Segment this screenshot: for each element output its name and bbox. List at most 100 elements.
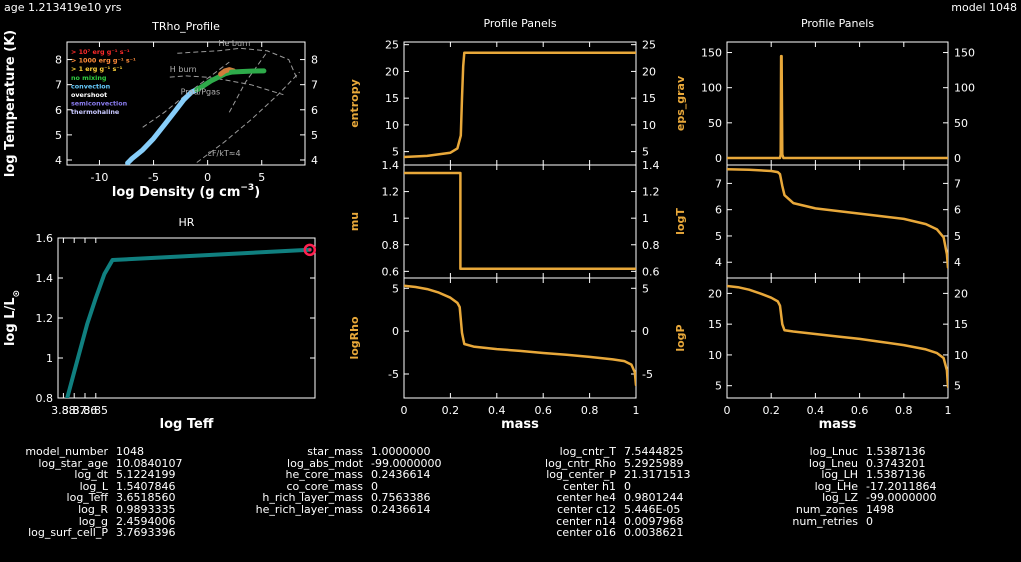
logt-ylabel: logT [674,208,687,235]
trho-frame [66,41,306,166]
logt-ytick-label: 5 [715,230,722,243]
logrho-ytick-label-right: -5 [642,368,653,381]
entropy-ylabel: entropy [348,79,361,128]
info-value: 0.2436614 [371,502,431,516]
trho-annotation: εF/kT≈4 [208,149,241,158]
trho-ylabel-text: log Temperature (K) [3,30,18,177]
logt-ytick-label-right: 4 [954,256,961,269]
chart-logt: 4 4 5 5 6 6 7 7 logT [674,164,961,279]
info-value: 21.3171513 [624,468,691,482]
logrho-ylabel: logRho [348,316,361,360]
trho-ytick-label-right: 4 [311,154,318,167]
trho-xlabel-text: log Density (g cm [112,185,241,200]
hr-ylabel-text: log L/L [3,298,18,347]
trho-title: TRho_Profile [151,20,220,33]
logp-xtick-label: 0.8 [895,404,913,417]
eps_grav-ylabel: eps_grav [674,75,687,131]
info-key: log_Teff [66,491,108,505]
info-value: 0.0097968 [624,514,684,528]
trho-legend-item: overshoot [71,91,107,99]
logp-ytick-label-right: 5 [954,380,961,393]
info-value: 10.0840107 [116,456,183,470]
info-key: log_cntr_T [559,445,616,458]
info-row: co_core_mass 0 [225,481,441,493]
trho-series-0 [125,87,200,165]
logp-ytick-label: 5 [715,380,722,393]
info-key: num_zones [795,502,858,516]
logp-series-0 [727,284,948,389]
info-row: he_core_mass 0.2436614 [225,469,441,481]
hr-frame [57,237,316,399]
logrho-ytick-label: 0 [392,325,399,338]
logp-xlabel: mass [819,417,857,432]
chart-logp: 5 5 10 10 15 15 20 20 0 0.2 0.4 0.6 0.8 1 mass logP [674,277,968,432]
info-value: 3.7693396 [116,526,176,540]
info-key: log_Lneu [808,456,858,470]
info-value: 0 [371,479,378,493]
logt-ytick-label: 6 [715,204,722,217]
logrho-xtick-label: 0.8 [581,404,599,417]
info-row: log_abs_mdot -99.0000000 [225,456,442,470]
info-key: log_g [78,514,108,528]
info-row: log_Lneu 0.3743201 [760,456,936,470]
eps_grav-series-0 [727,54,948,160]
info-key: log_L [79,479,108,493]
info-row: log_center_P 21.3171513 [508,469,690,481]
logt-ytick-label: 7 [715,177,722,190]
info-row: center c12 5.446E-05 [508,504,690,516]
trho-ytick-label-right: 5 [311,129,318,142]
info-row: log_surf_cell_P 3.7693396 [0,527,182,539]
logt-series-0 [727,167,948,269]
logp-ytick-label-right: 15 [954,318,968,331]
info-column-1: model_number 1048 log_star_age 10.0840107 lo… [0,446,182,539]
trho-xlabel: log Density (g cm−3) [112,183,260,200]
info-value: 7.5444825 [624,445,684,458]
info-value: -99.0000000 [866,491,937,505]
mu-ytick-label: 1.4 [382,159,400,172]
entropy-series-0 [404,51,636,159]
hr-ytick-label: 1.4 [36,272,54,285]
logp-frame [726,277,949,399]
info-key: center c12 [557,502,616,516]
logrho-xtick-label: 0.4 [488,404,506,417]
mu-ylabel-text: mu [348,212,361,231]
info-value: 0.3743201 [866,456,926,470]
entropy-ylabel-text: entropy [348,79,361,128]
entropy-ytick-label: 15 [385,92,399,105]
mu-frame [403,164,637,279]
eps_grav-ytick-label: 0 [715,152,722,165]
info-row: log_cntr_Rho 5.2925989 [508,456,690,470]
logp-xtick-label: 1 [945,404,952,417]
trho-series-3 [228,68,267,75]
logp-xtick-label: 0.6 [851,404,869,417]
chart-eps_grav: Profile Panels 0 0 50 50 100 100 150 150 eps_grav [674,17,975,166]
trho-legend-item: > 1000 erg g⁻¹ s⁻¹ [71,57,136,65]
info-key: log_star_age [38,456,108,470]
info-key: log_surf_cell_P [28,526,108,540]
info-table: model_number 1048 log_star_age 10.0840107 lo… [0,446,1021,562]
info-value: 0.7563386 [371,491,431,505]
logrho-ytick-label-right: 5 [642,282,649,295]
info-key: log_LZ [822,491,858,505]
logrho-ytick-label: -5 [388,368,399,381]
info-row: num_zones 1498 [760,504,936,516]
info-key: star_mass [307,445,363,458]
mu-series-0 [404,171,636,270]
hr-ytick-label: 0.8 [36,392,54,405]
logp-xlabel-text: mass [819,417,857,432]
info-value: -99.0000000 [371,456,442,470]
info-key: model_number [25,445,108,458]
info-key: log_cntr_Rho [545,456,616,470]
entropy-ytick-label-right: 15 [642,92,656,105]
hr-ylabel-sub: ⊙ [12,290,22,298]
hr-xlabel: log Teff [160,417,214,432]
logt-ylabel-text: logT [674,208,687,235]
info-value: 1.0000000 [371,445,431,458]
logt-ytick-label-right: 6 [954,204,961,217]
info-row: log_LH 1.5387136 [760,469,936,481]
mu-ytick-label: 1.2 [382,186,400,199]
info-row: log_star_age 10.0840107 [0,456,183,470]
eps_grav-ytick-label-right: 100 [954,82,975,95]
